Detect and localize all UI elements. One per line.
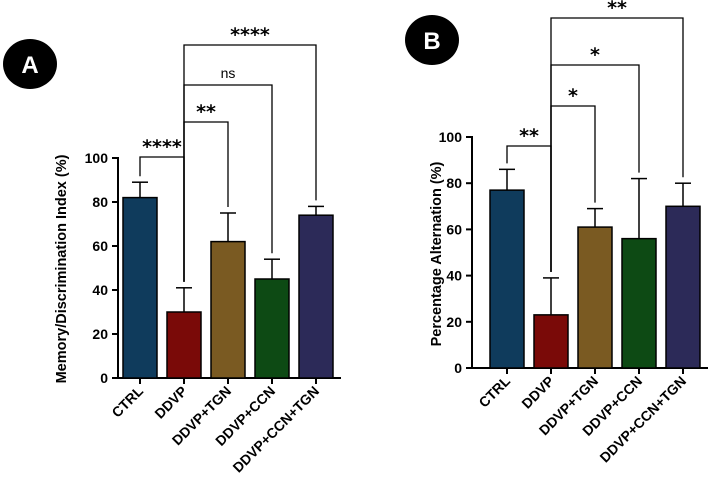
panel-a-category-label: DDVP+CCN+TGN (229, 383, 322, 476)
panel-a-y-tick-label: 80 (92, 194, 108, 210)
panel-b-y-tick-label: 80 (446, 175, 462, 191)
panel-b-badge-shape (405, 15, 459, 65)
panel-b-badge-label: B (423, 28, 440, 55)
panel-b-significance-label: ** (519, 125, 539, 147)
panel-b-y-tick-label: 0 (454, 360, 462, 376)
panel-a-significance-label: **** (230, 24, 270, 46)
panel-b-category-label: DDVP (518, 373, 557, 412)
panel-a-badge-label: A (21, 52, 38, 79)
panel-a-significance-label: ns (221, 65, 236, 81)
panel-b-y-tick-label: 40 (446, 268, 462, 284)
panel-a-y-tick-label: 0 (100, 370, 108, 386)
panel-b-significance-label: * (590, 44, 600, 66)
panel-b-bar (489, 189, 525, 369)
panel-a-y-tick-label: 20 (92, 326, 108, 342)
panel-b-category-label: DDVP+CCN+TGN (596, 373, 689, 466)
panel-b-badge: B (405, 15, 459, 65)
panel-a-bar (122, 196, 158, 379)
panel-a-bar (166, 311, 202, 379)
panel-a-badge-shape (3, 39, 57, 89)
panel-b-y-tick-label: 60 (446, 221, 462, 237)
panel-b-significance-label: * (568, 85, 578, 107)
panel-b-significance-label: ** (607, 0, 627, 19)
panel-a-y-tick-label: 60 (92, 238, 108, 254)
panel-a-category-label: DDVP (151, 383, 190, 422)
panel-b-y-tick-label: 100 (439, 129, 463, 145)
panel-b: B Percentage Alternation (%) 0 20 40 60 80 10… (405, 0, 708, 466)
panel-a-bar (254, 278, 290, 379)
panel-b-bar (621, 237, 657, 369)
panel-b-bar (533, 314, 569, 369)
panel-b-category-label: CTRL (475, 372, 513, 410)
panel-b-y-tick-label: 20 (446, 314, 462, 330)
panel-a-y-tick-label: 100 (85, 150, 109, 166)
panel-b-bar (665, 205, 701, 369)
panel-b-bar (577, 226, 613, 369)
panel-a-significance-bracket (183, 44, 317, 282)
panel-a-badge: A (3, 39, 57, 89)
panel-a: A Memory/Discrimination Index (%) 0 20 40 6… (3, 24, 341, 476)
panel-a-significance-label: ** (196, 101, 216, 123)
panel-b-ylabel: Percentage Alternation (%) (429, 161, 445, 346)
panel-a-ylabel: Memory/Discrimination Index (%) (54, 154, 70, 383)
panel-b-significance-bracket (550, 17, 684, 272)
panel-a-y-tick-label: 40 (92, 282, 108, 298)
panel-a-bar (298, 214, 334, 379)
panel-a-significance-label: **** (142, 136, 182, 158)
panel-a-bar (210, 240, 246, 379)
panel-a-category-label: CTRL (108, 382, 146, 420)
